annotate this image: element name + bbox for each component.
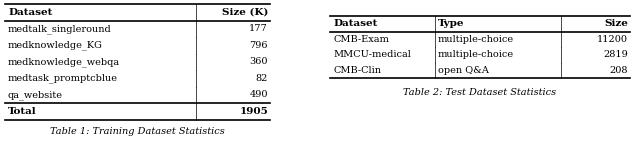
Text: Type: Type xyxy=(438,19,465,28)
Text: 360: 360 xyxy=(250,57,268,66)
Text: CMB-Clin: CMB-Clin xyxy=(333,66,381,75)
Text: medknowledge_webqa: medknowledge_webqa xyxy=(8,57,120,67)
Text: 82: 82 xyxy=(255,74,268,83)
Text: 796: 796 xyxy=(250,41,268,50)
Text: medtask_promptcblue: medtask_promptcblue xyxy=(8,73,118,83)
Text: Dataset: Dataset xyxy=(8,8,52,17)
Text: 177: 177 xyxy=(249,24,268,33)
Text: multiple-choice: multiple-choice xyxy=(438,35,514,44)
Text: MMCU-medical: MMCU-medical xyxy=(333,50,411,59)
Text: medknowledge_KG: medknowledge_KG xyxy=(8,40,103,50)
Text: Table 1: Training Dataset Statistics: Table 1: Training Dataset Statistics xyxy=(50,128,225,137)
Text: 1905: 1905 xyxy=(239,107,268,116)
Text: 2819: 2819 xyxy=(604,50,628,59)
Text: Table 2: Test Dataset Statistics: Table 2: Test Dataset Statistics xyxy=(403,88,557,97)
Text: CMB-Exam: CMB-Exam xyxy=(333,35,389,44)
Text: 490: 490 xyxy=(250,90,268,99)
Text: 208: 208 xyxy=(609,66,628,75)
Text: open Q&A: open Q&A xyxy=(438,66,489,75)
Text: multiple-choice: multiple-choice xyxy=(438,50,514,59)
Text: Dataset: Dataset xyxy=(333,19,378,28)
Text: qa_website: qa_website xyxy=(8,90,63,100)
Text: Size (K): Size (K) xyxy=(221,8,268,17)
Text: 11200: 11200 xyxy=(597,35,628,44)
Text: medtalk_singleround: medtalk_singleround xyxy=(8,24,112,34)
Text: Total: Total xyxy=(8,107,36,116)
Text: Size: Size xyxy=(604,19,628,28)
